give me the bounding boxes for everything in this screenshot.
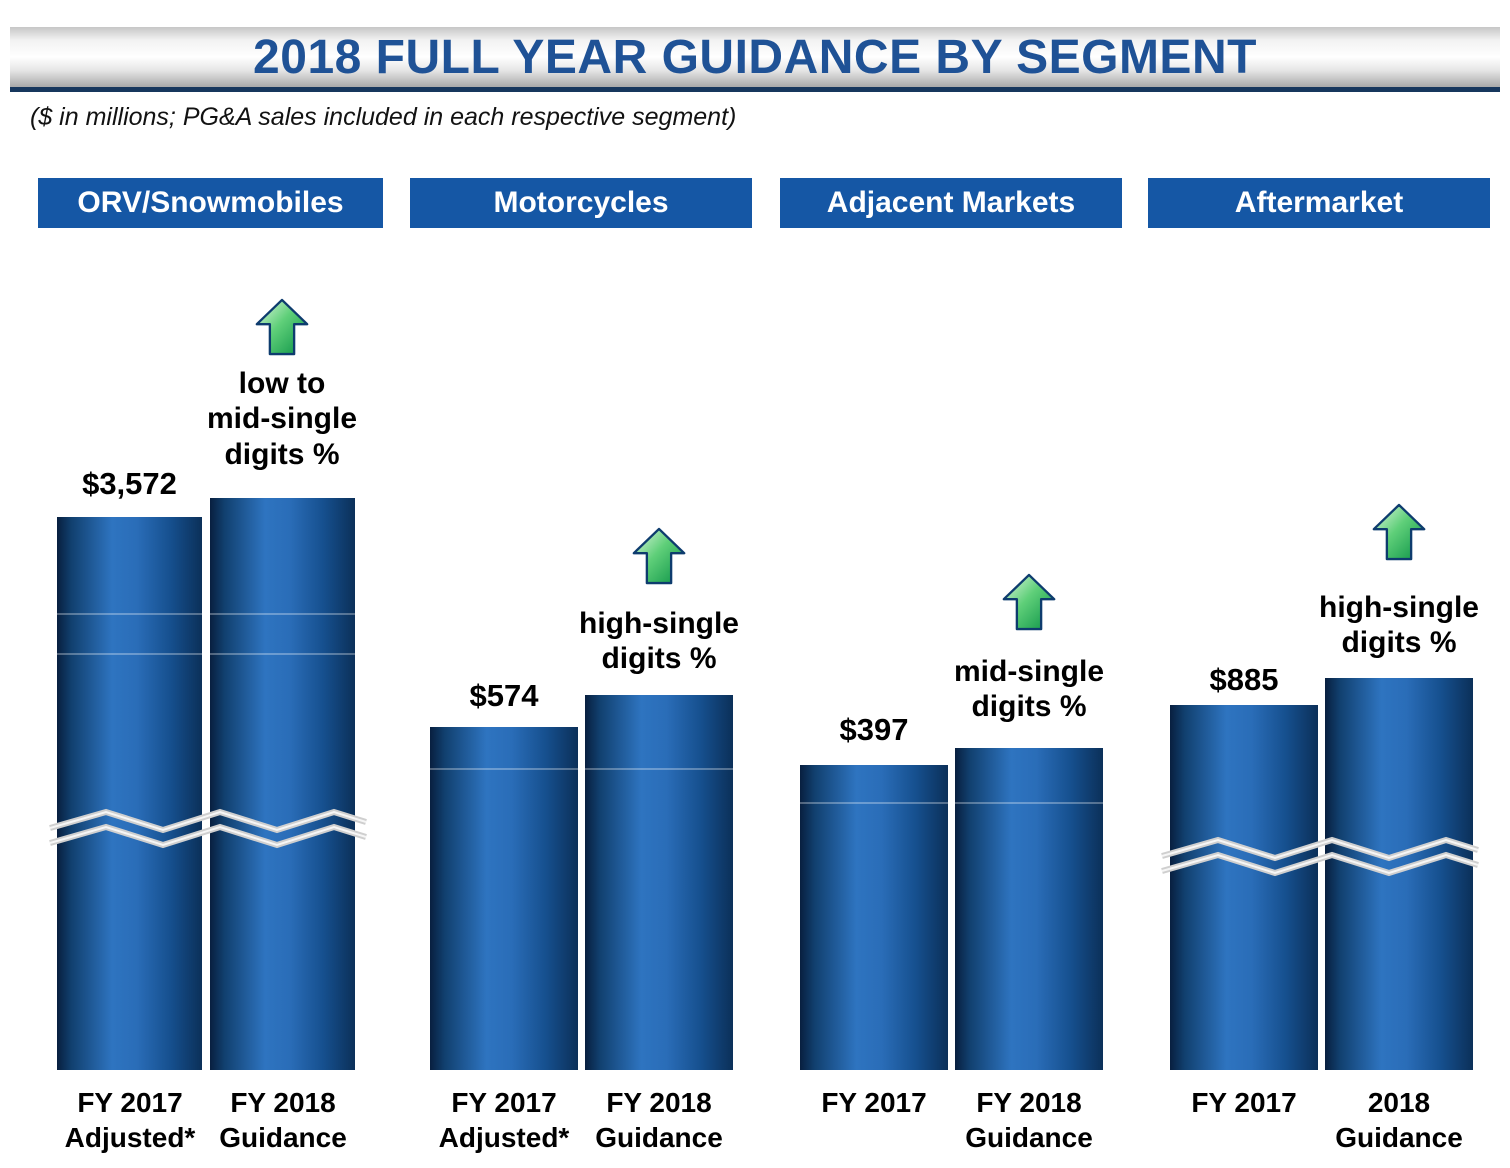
growth-arrow-icon [254, 296, 310, 358]
gridline [800, 802, 1103, 804]
segment-adjacent-markets: Adjacent Markets mid-single digits % $39… [780, 160, 1122, 1168]
bar-fy2017 [1170, 705, 1318, 1070]
subtitle: ($ in millions; PG&A sales included in e… [30, 103, 737, 131]
segment-header: ORV/Snowmobiles [38, 178, 383, 228]
value-label: $885 [1209, 662, 1279, 697]
x-axis-label: FY 2018 Guidance [965, 1087, 1093, 1153]
segment-header: Adjacent Markets [780, 178, 1122, 228]
gridline [430, 768, 733, 770]
x-axis-label: 2018 Guidance [1335, 1087, 1463, 1153]
growth-label: high-single digits % [579, 607, 739, 676]
segment-header: Motorcycles [410, 178, 752, 228]
bar-fy2018-guidance [585, 695, 733, 1070]
x-axis-label: FY 2017 Adjusted* [64, 1087, 196, 1153]
x-axis-label: FY 2018 Guidance [595, 1087, 723, 1153]
growth-label: high-single digits % [1319, 591, 1479, 660]
value-label: $3,572 [82, 466, 177, 501]
x-axis-label: FY 2017 [1191, 1087, 1297, 1118]
segment-orv-snowmobiles: ORV/Snowmobiles low to mid-single digits… [38, 160, 383, 1168]
bar-fy2017 [57, 517, 202, 1070]
segment-title: Motorcycles [493, 186, 669, 219]
bar-fy2018-guidance [955, 748, 1103, 1070]
growth-label: mid-single digits % [953, 655, 1104, 724]
bar-fy2017 [800, 765, 948, 1070]
gridline [57, 613, 355, 615]
x-axis-label: FY 2017 [821, 1087, 927, 1118]
bar-fy2018-guidance [1325, 678, 1473, 1070]
segment-title: ORV/Snowmobiles [77, 186, 344, 219]
segment-title: Aftermarket [1234, 186, 1404, 219]
growth-arrow-icon [1371, 501, 1427, 563]
x-axis-label: FY 2017 Adjusted* [438, 1087, 570, 1153]
growth-label: low to mid-single digits % [206, 367, 357, 471]
value-label: $574 [469, 678, 539, 713]
segment-title: Adjacent Markets [826, 186, 1076, 219]
bar-fy2018-guidance [210, 498, 355, 1070]
growth-arrow-icon [1001, 571, 1057, 633]
gridline [57, 653, 355, 655]
title-banner: 2018 FULL YEAR GUIDANCE BY SEGMENT [10, 27, 1500, 92]
growth-arrow-icon [631, 525, 687, 587]
segment-aftermarket: Aftermarket high-single digits % $885 FY… [1148, 160, 1490, 1168]
value-label: $397 [839, 712, 909, 747]
x-axis-label: FY 2018 Guidance [219, 1087, 347, 1153]
page-title: 2018 FULL YEAR GUIDANCE BY SEGMENT [253, 30, 1257, 84]
bar-fy2017 [430, 727, 578, 1070]
segment-motorcycles: Motorcycles high-single digits % $574 FY… [410, 160, 752, 1168]
segment-header: Aftermarket [1148, 178, 1490, 228]
